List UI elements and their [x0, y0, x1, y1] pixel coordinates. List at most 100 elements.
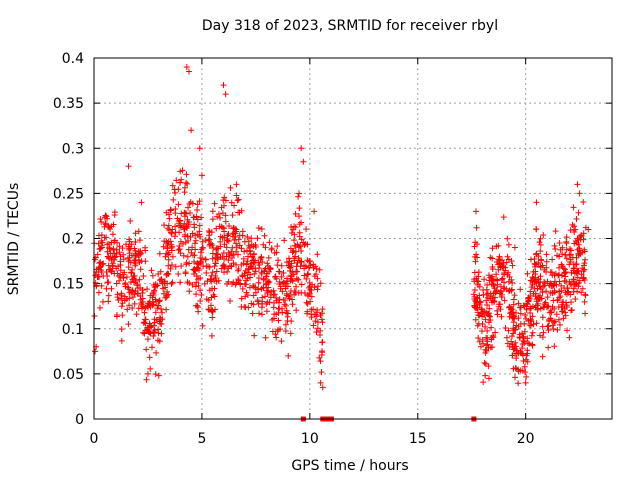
data-point	[229, 212, 236, 219]
data-point	[522, 369, 529, 376]
data-point	[139, 289, 146, 296]
data-point	[152, 283, 159, 290]
data-point	[485, 375, 492, 382]
data-point	[537, 235, 544, 242]
data-point	[575, 267, 582, 274]
data-point	[503, 259, 510, 266]
data-point	[195, 282, 202, 289]
data-point	[316, 266, 323, 273]
data-point	[311, 273, 318, 280]
data-point	[558, 272, 565, 279]
data-point	[479, 321, 486, 328]
data-point	[156, 338, 163, 345]
data-point	[276, 278, 283, 285]
data-point	[503, 286, 510, 293]
data-point	[566, 334, 573, 341]
data-point	[519, 352, 526, 359]
data-point	[233, 192, 240, 199]
data-point	[513, 355, 520, 362]
data-point	[97, 245, 104, 252]
data-point	[511, 292, 518, 299]
data-point	[292, 210, 299, 217]
data-point	[512, 339, 519, 346]
data-point	[485, 363, 492, 370]
data-point	[266, 299, 273, 306]
data-point	[542, 299, 549, 306]
data-point	[116, 277, 123, 284]
data-point	[250, 282, 257, 289]
data-point	[551, 278, 558, 285]
data-point	[104, 248, 111, 255]
data-point	[534, 285, 541, 292]
data-point	[205, 306, 212, 313]
data-point	[566, 246, 573, 253]
data-point	[556, 288, 563, 295]
data-point	[172, 223, 179, 230]
data-point	[126, 302, 133, 309]
data-point	[564, 327, 571, 334]
data-point	[500, 259, 507, 266]
data-point	[298, 145, 305, 152]
data-point	[572, 261, 579, 268]
data-point	[120, 274, 127, 281]
data-point	[497, 306, 504, 313]
data-point	[475, 312, 482, 319]
data-point	[471, 253, 478, 260]
data-point	[251, 259, 258, 266]
data-point	[568, 299, 575, 306]
data-point	[557, 293, 564, 300]
data-point	[191, 252, 198, 259]
data-point	[581, 248, 588, 255]
data-point	[214, 256, 221, 263]
data-point	[287, 292, 294, 299]
data-point	[523, 373, 530, 380]
data-point	[504, 253, 511, 260]
data-point	[304, 310, 311, 317]
data-point	[556, 321, 563, 328]
data-point	[205, 232, 212, 239]
data-point	[317, 280, 324, 287]
data-point	[283, 290, 290, 297]
data-point	[221, 241, 228, 248]
data-point	[235, 265, 242, 272]
data-point	[140, 272, 147, 279]
y-tick-label: 0.35	[53, 96, 84, 112]
data-point	[95, 274, 102, 281]
data-point	[150, 288, 157, 295]
data-point	[256, 261, 263, 268]
data-point	[526, 322, 533, 329]
data-point	[494, 311, 501, 318]
data-point	[310, 322, 317, 329]
data-point	[220, 82, 227, 89]
data-point	[164, 288, 171, 295]
data-point	[318, 316, 325, 323]
data-point	[567, 227, 574, 234]
data-point	[169, 253, 176, 260]
data-point	[131, 291, 138, 298]
ticks-layer: 0 0.05 0.1 0.15 0.2 0.25 0.3 0.35 0.4 0 5 10 15 20	[53, 51, 612, 447]
data-point	[104, 241, 111, 248]
data-point	[277, 326, 284, 333]
data-point	[219, 210, 226, 217]
data-point	[167, 265, 174, 272]
data-point	[252, 289, 259, 296]
data-point	[181, 220, 188, 227]
data-point	[144, 336, 151, 343]
data-point	[113, 265, 120, 272]
data-point	[555, 316, 562, 323]
data-point	[562, 268, 569, 275]
data-point	[172, 263, 179, 270]
data-point	[218, 265, 225, 272]
data-point	[556, 253, 563, 260]
data-point	[580, 236, 587, 243]
data-point	[242, 293, 249, 300]
data-point	[193, 279, 200, 286]
data-point	[177, 279, 184, 286]
data-point	[221, 202, 228, 209]
data-point	[141, 319, 148, 326]
data-point	[183, 171, 190, 178]
data-point	[158, 306, 165, 313]
data-point	[508, 257, 515, 264]
data-point	[224, 268, 231, 275]
data-point	[263, 300, 270, 307]
